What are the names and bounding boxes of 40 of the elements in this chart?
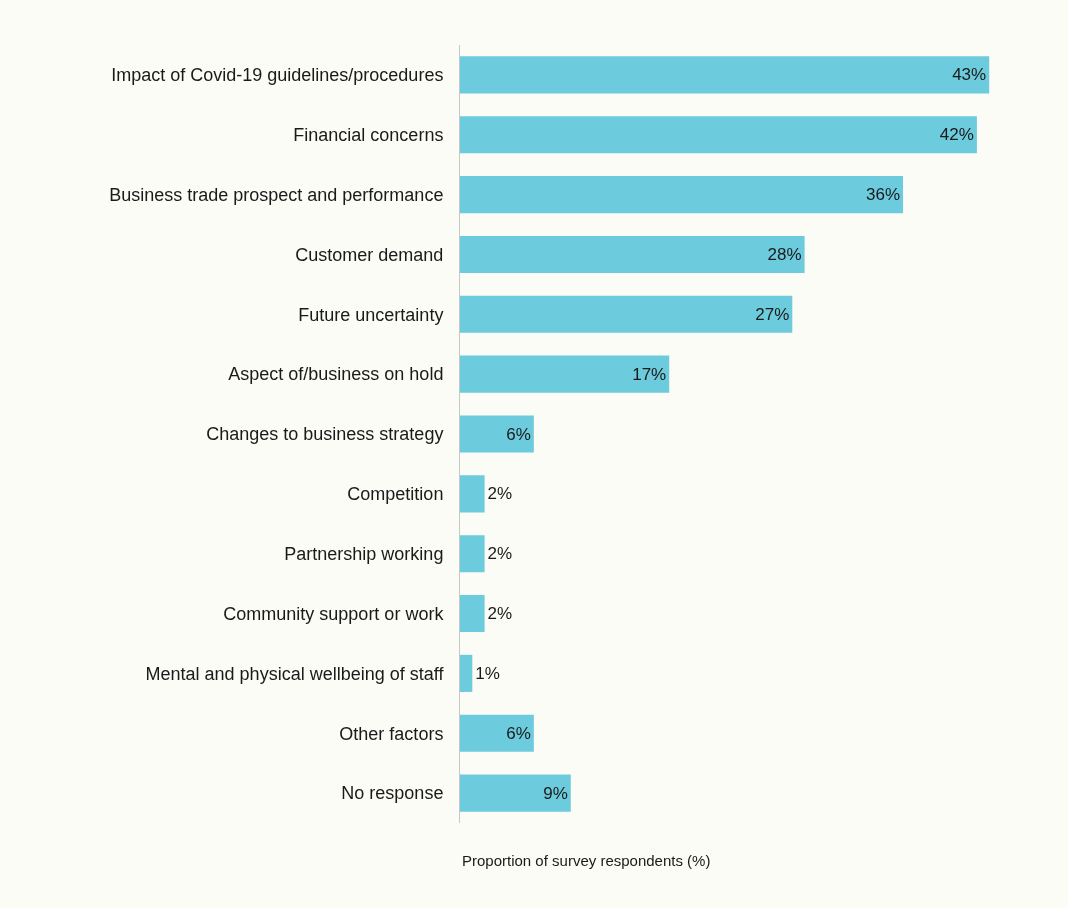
data-label: 2% — [487, 604, 513, 624]
bar — [460, 295, 793, 333]
bar — [460, 714, 534, 752]
bar — [460, 594, 485, 633]
bar — [460, 56, 990, 94]
bar — [460, 475, 485, 513]
bar — [460, 654, 473, 692]
y-tick-label: Impact of Covid-19 guidelines/procedures — [111, 65, 444, 86]
data-label: 1% — [475, 663, 500, 683]
y-tick-label: Future uncertainty — [298, 304, 444, 325]
y-tick-label: Aspect of/business on hold — [228, 364, 444, 385]
y-tick-label: Other factors — [339, 723, 444, 744]
y-tick-label: Financial concerns — [293, 125, 444, 146]
y-tick-label: Mental and physical wellbeing of staff — [145, 663, 445, 684]
data-label: 43% — [952, 65, 987, 85]
bar — [460, 235, 805, 274]
y-tick-label: Business trade prospect and performance — [109, 184, 444, 205]
data-label: 28% — [767, 244, 802, 264]
bar — [460, 355, 670, 393]
bar — [460, 415, 534, 453]
bar — [460, 116, 977, 154]
data-label: 9% — [543, 783, 568, 803]
data-label: 6% — [506, 424, 531, 444]
y-tick-label: Customer demand — [295, 244, 444, 265]
data-label: 6% — [506, 723, 531, 743]
y-tick-label: Community support or work — [223, 603, 445, 624]
data-label: 42% — [939, 125, 974, 145]
y-tick-label: Partnership working — [284, 543, 444, 564]
data-label: 2% — [487, 484, 513, 504]
data-label: 27% — [755, 304, 790, 324]
bar — [460, 535, 485, 573]
y-tick-label: Changes to business strategy — [206, 424, 444, 445]
bar — [460, 774, 571, 812]
y-tick-label: No response — [341, 783, 444, 804]
data-label: 17% — [632, 364, 667, 384]
bar — [460, 176, 904, 214]
data-label: 2% — [487, 544, 513, 564]
x-axis-title: Proportion of survey respondents (%) — [462, 852, 711, 869]
data-label: 36% — [866, 185, 901, 205]
y-tick-label: Competition — [347, 484, 444, 505]
